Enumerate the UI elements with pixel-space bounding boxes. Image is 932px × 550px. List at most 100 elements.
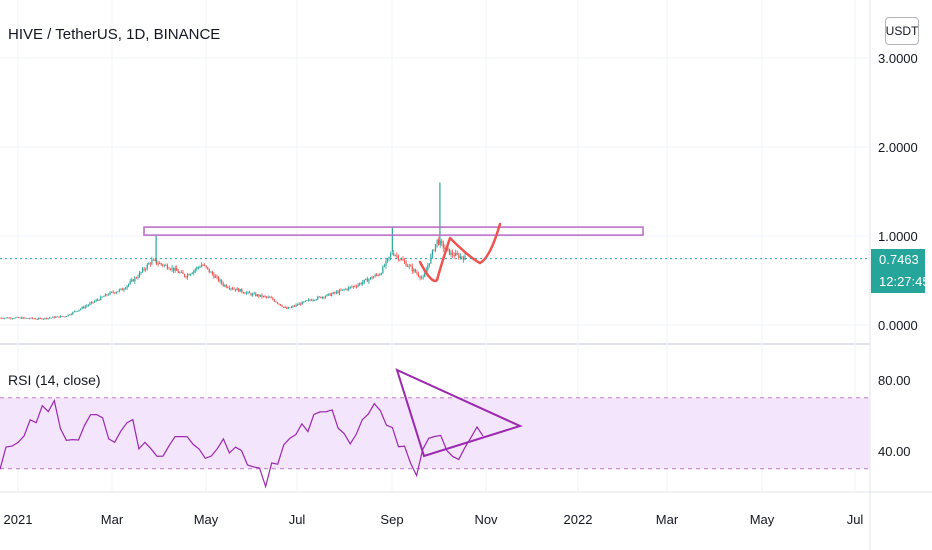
candle-body (78, 309, 80, 311)
time-tick-label: Mar (101, 512, 124, 527)
candle-body (410, 265, 412, 267)
candle-body (365, 278, 367, 280)
rsi-indicator-label[interactable]: RSI (14, close) (8, 372, 101, 388)
candle-body (197, 267, 199, 268)
candle-body (93, 301, 96, 303)
candle-body (183, 273, 186, 277)
rsi-pane[interactable] (0, 368, 870, 489)
candle-body (245, 292, 248, 294)
candle-body (272, 297, 274, 300)
candle-body (2, 318, 4, 320)
price-tick-label: 2.0000 (878, 140, 918, 155)
candle-body (436, 239, 438, 244)
candle-body (76, 310, 79, 312)
candle-body (154, 259, 156, 261)
rsi-tick-label: 40.00 (878, 444, 911, 459)
candle-body (376, 274, 378, 276)
candle-body (334, 292, 336, 294)
candle-body (230, 288, 232, 290)
candle-body (284, 306, 286, 308)
candle-body (290, 306, 292, 308)
candle-body (135, 277, 137, 279)
candle-body (214, 276, 217, 278)
rsi-line (0, 399, 484, 489)
candle-body (259, 294, 261, 297)
candle-body (267, 297, 269, 298)
candle-body (341, 289, 344, 291)
candle-body (182, 271, 184, 274)
candle-body (211, 271, 213, 275)
candle-body (314, 300, 316, 301)
candle-body (464, 255, 466, 261)
candle-body (422, 276, 424, 278)
time-tick-label: May (750, 512, 775, 527)
candle-body (407, 266, 409, 268)
candle-body (434, 243, 437, 251)
candle-body (424, 272, 426, 277)
candle-body (286, 307, 288, 309)
candle-body (148, 263, 150, 265)
candle-body (438, 239, 440, 245)
candle-body (390, 254, 392, 257)
candle-body (160, 263, 162, 265)
candle-body (191, 272, 193, 274)
candle-body (354, 286, 356, 287)
candle-body (111, 291, 113, 293)
candle-body (414, 269, 416, 273)
candle-body (287, 307, 289, 309)
currency-button[interactable]: USDT (885, 17, 919, 45)
candle-body (383, 265, 385, 267)
candle-body (447, 247, 449, 249)
time-tick-label: Jul (847, 512, 864, 527)
candle-body (448, 248, 451, 255)
rsi-band (0, 397, 870, 469)
candle-body (444, 248, 446, 249)
candle-body (278, 303, 280, 305)
candle-body (112, 291, 114, 293)
candle-body (81, 307, 83, 309)
candle-body (300, 303, 302, 305)
candle-body (258, 294, 260, 297)
candle-body (58, 316, 60, 318)
candle-body (66, 316, 68, 317)
candle-body (307, 299, 310, 301)
candle-body (403, 260, 406, 263)
candle-body (10, 317, 12, 319)
candle-body (239, 289, 241, 292)
price-pane[interactable] (0, 182, 870, 320)
candle-body (193, 270, 195, 273)
candle-body (118, 289, 120, 292)
candle-body (190, 273, 192, 276)
candle-body (45, 317, 48, 319)
candle-body (98, 299, 100, 301)
candle-body (453, 255, 455, 257)
candle-body (303, 301, 305, 303)
candle-body (256, 294, 258, 297)
candle-body (352, 286, 354, 287)
time-tick-label: 2021 (4, 512, 33, 527)
candle-body (36, 318, 38, 320)
candle-body (255, 293, 257, 297)
candle-body (405, 262, 407, 267)
candle-body (261, 294, 263, 297)
candle-body (199, 267, 201, 268)
candle-body (171, 267, 173, 270)
candle-body (248, 291, 251, 294)
candle-body (149, 263, 151, 265)
candle-body (351, 286, 353, 288)
candle-body (38, 318, 40, 320)
candle-body (227, 287, 229, 289)
candle-body (47, 317, 49, 319)
candle-body (219, 280, 221, 282)
candle-body (25, 318, 27, 319)
candle-body (266, 296, 268, 298)
candle-body (462, 257, 465, 261)
candle-body (349, 286, 351, 288)
candle-body (134, 277, 136, 282)
candle-body (168, 268, 170, 270)
candle-body (279, 304, 282, 306)
candle-body (386, 258, 389, 261)
candle-body (50, 317, 52, 319)
candle-body (340, 290, 342, 291)
